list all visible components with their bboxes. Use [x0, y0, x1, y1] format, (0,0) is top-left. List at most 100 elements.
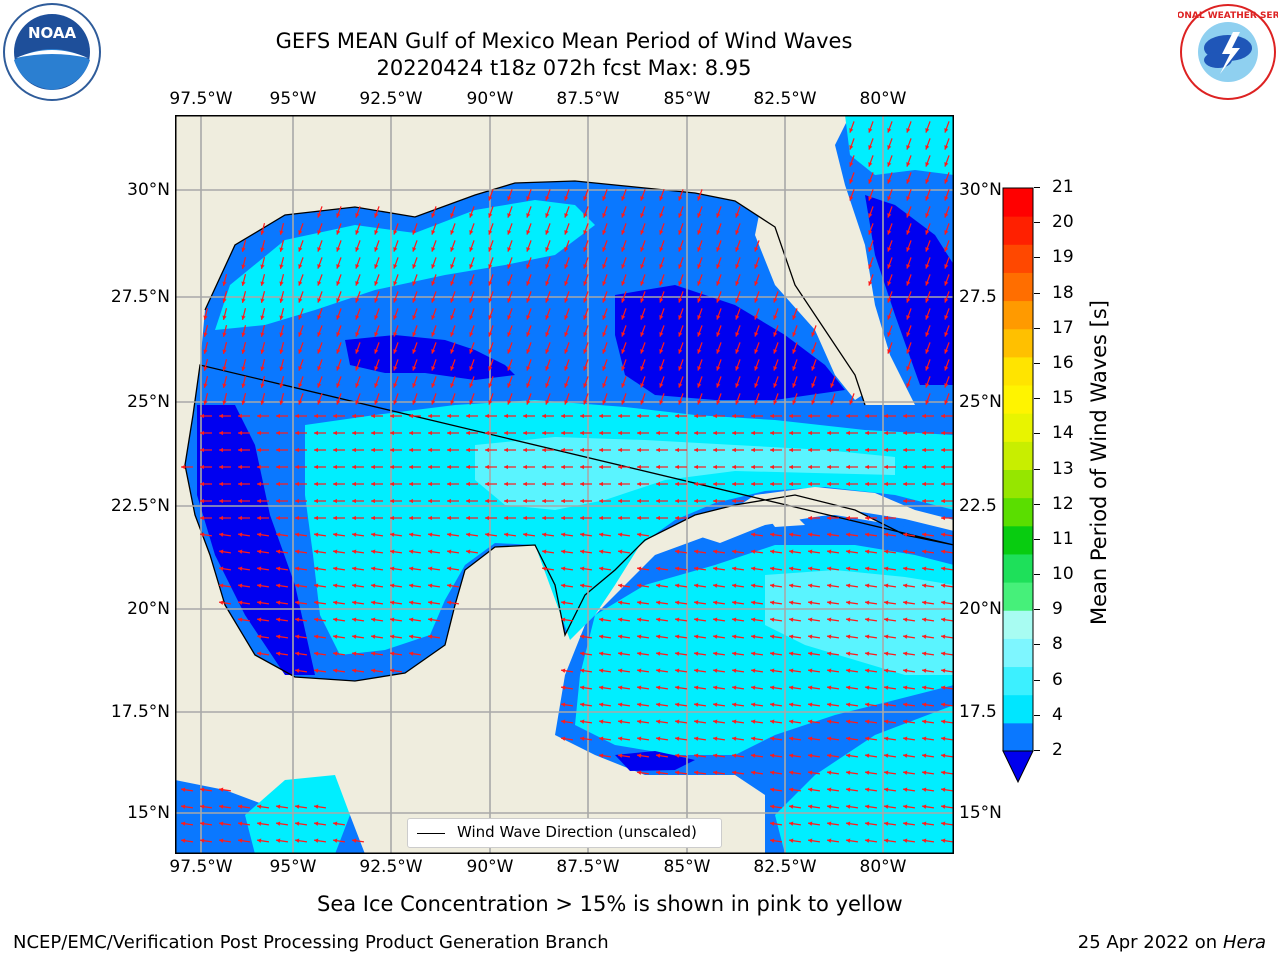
wave-direction-arrow: [887, 325, 893, 337]
wave-direction-arrow: [374, 359, 380, 371]
wave-direction-arrow: [621, 393, 627, 405]
wave-direction-arrow: [716, 291, 722, 303]
wave-direction-arrow: [659, 223, 665, 235]
wave-direction-arrow: [902, 787, 916, 792]
wave-direction-arrow: [294, 532, 308, 537]
wave-direction-arrow: [523, 447, 535, 453]
wave-direction-arrow: [713, 413, 725, 419]
wave-direction-arrow: [507, 223, 513, 235]
wave-direction-arrow: [409, 464, 421, 470]
wave-direction-arrow: [583, 291, 589, 303]
wave-direction-arrow: [222, 359, 228, 371]
wave-direction-arrow: [903, 447, 915, 453]
wave-direction-arrow: [294, 634, 308, 639]
wave-direction-arrow: [940, 821, 954, 826]
wave-direction-arrow: [503, 532, 517, 537]
wave-direction-arrow: [450, 325, 456, 337]
wave-direction-arrow: [864, 566, 878, 571]
wave-direction-arrow: [884, 464, 896, 470]
wave-direction-arrow: [314, 447, 326, 453]
wave-direction-arrow: [332, 651, 346, 656]
wave-direction-arrow: [545, 291, 551, 303]
wave-direction-arrow: [769, 532, 783, 537]
wave-direction-arrow: [693, 651, 707, 656]
wave-direction-arrow: [621, 240, 627, 252]
wave-direction-arrow: [260, 342, 266, 354]
wave-direction-arrow: [431, 206, 437, 218]
wave-direction-arrow: [637, 498, 649, 504]
wave-direction-arrow: [864, 668, 878, 673]
colorbar-segment: [1003, 300, 1033, 330]
wave-direction-arrow: [564, 291, 570, 303]
wave-direction-arrow: [925, 223, 931, 235]
wave-direction-arrow: [412, 393, 418, 405]
wave-direction-arrow: [333, 515, 345, 521]
wave-direction-arrow: [807, 668, 821, 673]
wave-direction-arrow: [180, 821, 194, 826]
colorbar-outline: [1002, 187, 1034, 752]
wave-direction-arrow: [412, 376, 418, 388]
wave-direction-arrow: [864, 634, 878, 639]
wave-direction-arrow: [431, 308, 437, 320]
wave-direction-arrow: [940, 651, 954, 656]
wave-direction-arrow: [716, 342, 722, 354]
wave-direction-arrow: [694, 447, 706, 453]
wave-direction-arrow: [393, 342, 399, 354]
wave-direction-arrow: [526, 240, 532, 252]
wave-direction-arrow: [788, 600, 802, 605]
wave-direction-arrow: [675, 430, 687, 436]
wave-direction-arrow: [257, 447, 269, 453]
wave-direction-arrow: [732, 498, 744, 504]
wave-direction-arrow: [789, 430, 801, 436]
wave-direction-arrow: [560, 685, 574, 690]
wave-direction-arrow: [732, 447, 744, 453]
wave-direction-arrow: [295, 413, 307, 419]
wave-direction-arrow: [656, 413, 668, 419]
wave-direction-arrow: [925, 376, 931, 388]
wave-direction-arrow: [941, 447, 953, 453]
wave-direction-arrow: [276, 430, 288, 436]
lon-label-top: 90°W: [466, 89, 514, 109]
colorbar-segment: [1003, 610, 1033, 639]
wave-direction-arrow: [200, 515, 212, 521]
wave-direction-arrow: [769, 821, 783, 826]
wave-direction-arrow: [637, 481, 649, 487]
wave-direction-arrow: [868, 274, 874, 286]
wave-direction-arrow: [655, 668, 669, 673]
wave-direction-arrow: [659, 274, 665, 286]
wave-direction-arrow: [617, 753, 631, 758]
wave-direction-arrow: [675, 413, 687, 419]
wave-direction-arrow: [602, 274, 608, 286]
wave-direction-arrow: [351, 651, 365, 656]
wave-direction-arrow: [218, 787, 232, 792]
wave-direction-arrow: [940, 719, 954, 724]
lon-label-bottom: 82.5°W: [753, 857, 817, 877]
wave-direction-arrow: [712, 719, 726, 724]
wave-direction-arrow: [332, 566, 346, 571]
wave-direction-arrow: [317, 376, 323, 388]
wave-direction-arrow: [925, 155, 931, 167]
wave-direction-arrow: [846, 464, 858, 470]
wave-direction-arrow: [655, 583, 669, 588]
wave-direction-arrow: [845, 549, 859, 554]
wave-direction-arrow: [735, 325, 741, 337]
wave-direction-arrow: [564, 189, 570, 201]
colorbar-tick-mark: [1034, 538, 1040, 540]
wave-direction-arrow: [507, 308, 513, 320]
wave-direction-arrow: [580, 413, 592, 419]
wave-direction-arrow: [846, 447, 858, 453]
wave-direction-arrow: [921, 753, 935, 758]
wave-direction-arrow: [218, 549, 232, 554]
wave-direction-arrow: [656, 464, 668, 470]
wave-direction-arrow: [580, 447, 592, 453]
wave-direction-arrow: [370, 549, 384, 554]
wave-direction-arrow: [750, 634, 764, 639]
wave-direction-arrow: [751, 447, 763, 453]
wave-direction-arrow: [200, 430, 212, 436]
wave-direction-arrow: [602, 359, 608, 371]
wave-direction-arrow: [921, 685, 935, 690]
wave-direction-arrow: [412, 359, 418, 371]
wave-direction-arrow: [256, 532, 270, 537]
colorbar-tick-mark: [1034, 398, 1040, 400]
wave-direction-arrow: [355, 376, 361, 388]
